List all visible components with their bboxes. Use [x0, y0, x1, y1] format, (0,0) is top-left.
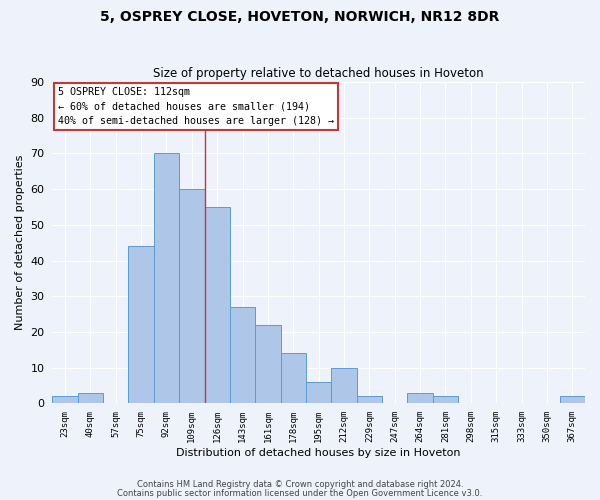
Bar: [154, 154, 179, 404]
Bar: [205, 207, 230, 404]
Bar: [560, 396, 585, 404]
Bar: [128, 246, 154, 404]
Text: 5 OSPREY CLOSE: 112sqm
← 60% of detached houses are smaller (194)
40% of semi-de: 5 OSPREY CLOSE: 112sqm ← 60% of detached…: [58, 87, 334, 126]
Text: Contains public sector information licensed under the Open Government Licence v3: Contains public sector information licen…: [118, 488, 482, 498]
Bar: [230, 307, 255, 404]
Bar: [179, 189, 205, 404]
Bar: [77, 392, 103, 404]
Title: Size of property relative to detached houses in Hoveton: Size of property relative to detached ho…: [154, 66, 484, 80]
Bar: [331, 368, 357, 404]
Bar: [433, 396, 458, 404]
Text: Contains HM Land Registry data © Crown copyright and database right 2024.: Contains HM Land Registry data © Crown c…: [137, 480, 463, 489]
Bar: [407, 392, 433, 404]
Bar: [255, 325, 281, 404]
Bar: [306, 382, 331, 404]
Y-axis label: Number of detached properties: Number of detached properties: [15, 155, 25, 330]
Bar: [281, 354, 306, 404]
Text: 5, OSPREY CLOSE, HOVETON, NORWICH, NR12 8DR: 5, OSPREY CLOSE, HOVETON, NORWICH, NR12 …: [100, 10, 500, 24]
X-axis label: Distribution of detached houses by size in Hoveton: Distribution of detached houses by size …: [176, 448, 461, 458]
Bar: [52, 396, 77, 404]
Bar: [357, 396, 382, 404]
